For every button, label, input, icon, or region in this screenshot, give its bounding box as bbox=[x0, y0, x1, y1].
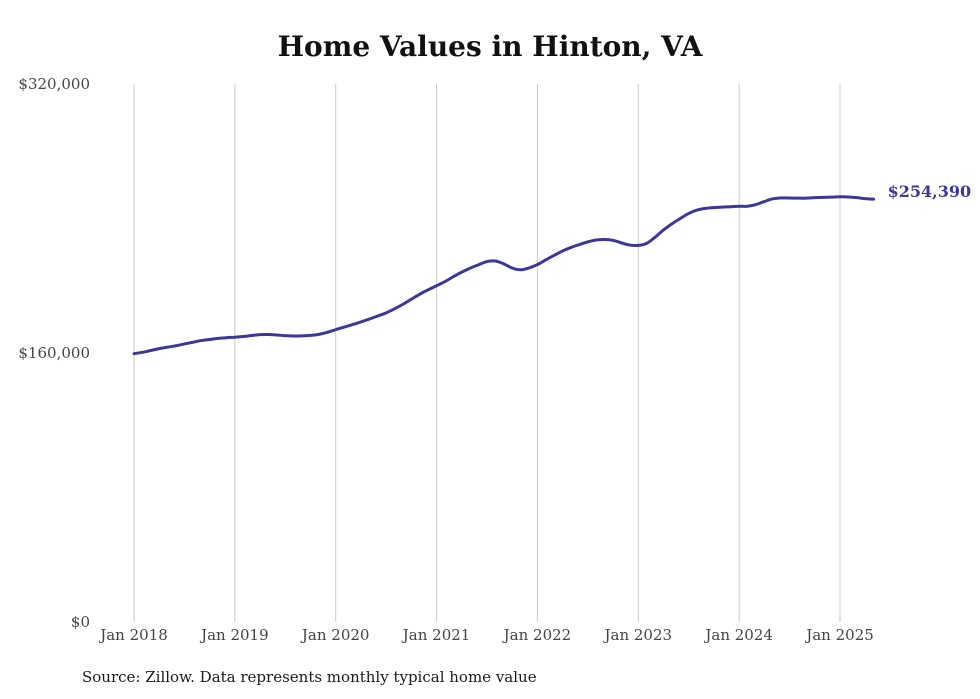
y-tick-label: $0 bbox=[71, 613, 90, 631]
x-tick-label: Jan 2019 bbox=[199, 626, 269, 644]
x-tick-label: Jan 2020 bbox=[300, 626, 370, 644]
grid-lines bbox=[133, 84, 841, 622]
y-axis: $0 $160,000 $320,000 bbox=[18, 75, 90, 631]
x-axis: Jan 2018 Jan 2019 Jan 2020 Jan 2021 Jan 2022… bbox=[98, 626, 874, 644]
x-tick-label: Jan 2021 bbox=[401, 626, 471, 644]
x-tick-label: Jan 2023 bbox=[603, 626, 673, 644]
series-layer: $254,390 bbox=[132, 182, 972, 356]
y-tick-label: $320,000 bbox=[18, 75, 90, 93]
end-value-label: $254,390 bbox=[888, 182, 972, 201]
x-tick-label: Jan 2025 bbox=[804, 626, 874, 644]
series-line bbox=[132, 195, 876, 356]
x-tick-label: Jan 2024 bbox=[703, 626, 773, 644]
source-note: Source: Zillow. Data represents monthly … bbox=[82, 668, 537, 686]
chart-title: Home Values in Hinton, VA bbox=[277, 30, 703, 63]
x-tick-label: Jan 2018 bbox=[98, 626, 168, 644]
y-tick-label: $160,000 bbox=[18, 344, 90, 362]
x-tick-label: Jan 2022 bbox=[502, 626, 572, 644]
